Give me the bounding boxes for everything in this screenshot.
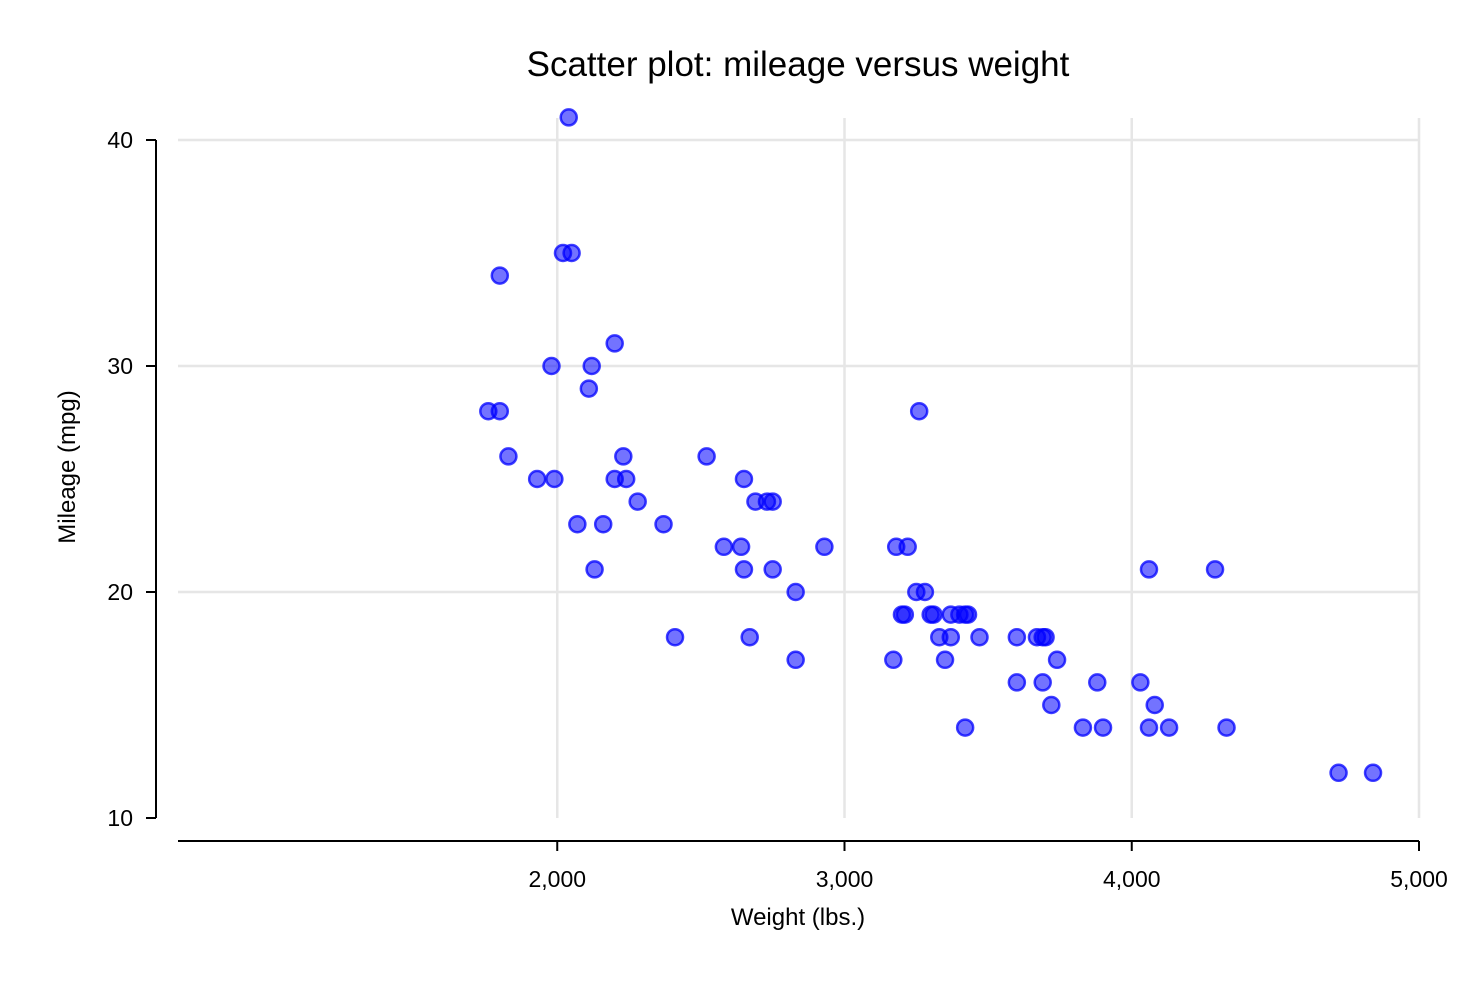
data-point — [909, 401, 929, 421]
data-point — [1329, 763, 1348, 783]
data-point — [1042, 695, 1061, 715]
x-axis-label: Weight (lbs.) — [731, 904, 865, 931]
y-axis-ticks: 10 20 30 40 — [107, 127, 156, 831]
y-tick-label: 10 — [107, 805, 133, 831]
x-tick-label: 2,000 — [528, 866, 586, 892]
data-point — [562, 243, 581, 263]
axes — [155, 140, 1419, 842]
data-point — [1139, 560, 1159, 579]
data-point — [1007, 627, 1027, 647]
data-point — [1036, 627, 1055, 647]
y-tick-label: 20 — [107, 579, 133, 605]
data-point — [616, 469, 636, 489]
data-point — [815, 537, 834, 557]
data-point — [628, 492, 647, 511]
chart-title: Scatter plot: mileage versus weight — [527, 45, 1070, 84]
data-point — [614, 447, 633, 466]
data-point — [527, 469, 547, 489]
y-tick-label: 30 — [107, 353, 133, 379]
data-point — [1088, 673, 1107, 692]
data-point — [941, 627, 961, 647]
data-point — [763, 560, 782, 579]
data-point — [585, 560, 604, 579]
data-point — [786, 650, 805, 670]
data-point — [1093, 718, 1113, 737]
data-point — [763, 492, 782, 511]
x-tick-label: 4,000 — [1103, 866, 1161, 892]
y-tick-label: 40 — [107, 127, 133, 153]
gridlines — [178, 118, 1421, 818]
data-point — [559, 108, 578, 127]
data-point — [915, 582, 935, 602]
data-point — [545, 469, 564, 489]
data-point — [1145, 695, 1164, 715]
data-point — [898, 537, 917, 557]
data-point — [697, 447, 716, 466]
data-point — [895, 605, 915, 624]
data-point — [499, 447, 518, 466]
data-point — [579, 379, 599, 398]
data-point — [582, 356, 601, 376]
data-point — [734, 469, 754, 489]
data-point — [970, 627, 989, 647]
data-point — [958, 605, 978, 624]
data-point — [490, 266, 510, 285]
data-point — [605, 334, 624, 353]
data-point — [786, 582, 805, 602]
data-point — [1205, 560, 1225, 579]
data-point — [568, 514, 587, 534]
x-tick-label: 5,000 — [1390, 866, 1448, 892]
data-point — [1159, 718, 1179, 737]
data-point — [714, 537, 734, 557]
data-point — [490, 401, 510, 421]
data-point — [542, 356, 561, 376]
data-point — [1047, 650, 1067, 670]
data-point — [734, 560, 754, 579]
data-point — [1007, 673, 1027, 692]
data-point — [654, 514, 673, 534]
x-axis-ticks: 2,000 3,000 4,000 5,000 — [528, 841, 1448, 892]
data-point — [665, 627, 685, 647]
data-point — [1073, 718, 1093, 737]
data-point — [924, 605, 943, 624]
data-point — [955, 718, 975, 737]
data-point — [731, 537, 751, 557]
data-point — [1139, 718, 1159, 737]
data-point — [1131, 673, 1150, 692]
data-point — [1363, 763, 1383, 783]
data-point — [1217, 718, 1236, 737]
data-point — [593, 514, 613, 534]
data-point — [935, 650, 955, 670]
y-axis-label: Mileage (mpg) — [54, 390, 81, 543]
x-tick-label: 3,000 — [816, 866, 874, 892]
data-point — [740, 627, 759, 647]
data-points — [479, 108, 1383, 783]
data-point — [884, 650, 903, 670]
data-point — [1033, 673, 1052, 692]
